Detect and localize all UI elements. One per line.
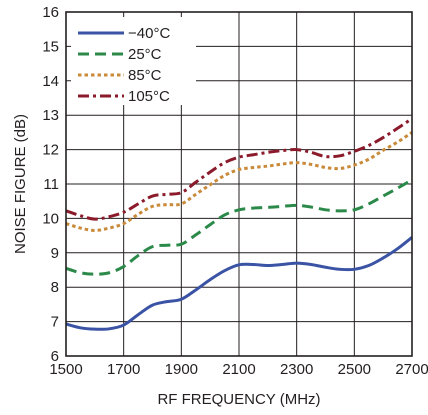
series-layer [65, 117, 413, 331]
y-tick-label: 12 [42, 142, 59, 159]
x-tick-label: 1900 [165, 361, 198, 378]
y-tick-label: 6 [51, 348, 59, 365]
x-tick-label: 2500 [338, 361, 371, 378]
y-tick-label: 8 [51, 279, 59, 296]
legend-label: 85°C [128, 67, 162, 84]
legend-label: 25°C [128, 46, 162, 63]
legend-label: 105°C [128, 88, 170, 105]
y-tick-label: 7 [51, 314, 59, 331]
x-tick-label: 2300 [280, 361, 313, 378]
legend: −40°C 25°C 85°C 105°C [78, 25, 170, 105]
x-tick-label: 2700 [395, 361, 428, 378]
y-tick-label: 14 [42, 73, 59, 90]
y-tick-label: 16 [42, 4, 59, 21]
x-tick-labels: 1500 1700 1900 2100 2300 2500 2700 [49, 361, 428, 378]
plot-frame [65, 11, 413, 357]
y-tick-labels: 6 7 8 9 10 11 12 13 14 15 16 [42, 4, 59, 365]
series-line [65, 131, 413, 232]
y-tick-label: 15 [42, 38, 59, 55]
series-line [65, 236, 413, 331]
y-axis-title: NOISE FIGURE (dB) [12, 114, 29, 254]
series-line [65, 178, 413, 276]
y-tick-label: 13 [42, 107, 59, 124]
y-tick-label: 10 [42, 210, 59, 227]
x-axis-title: RF FREQUENCY (MHz) [157, 391, 320, 408]
legend-label: −40°C [128, 25, 170, 42]
y-tick-label: 9 [51, 245, 59, 262]
x-tick-label: 1700 [107, 361, 140, 378]
x-tick-label: 2100 [222, 361, 255, 378]
series-line [65, 117, 413, 221]
x-tick-label: 1500 [49, 361, 82, 378]
y-tick-label: 11 [43, 176, 59, 193]
